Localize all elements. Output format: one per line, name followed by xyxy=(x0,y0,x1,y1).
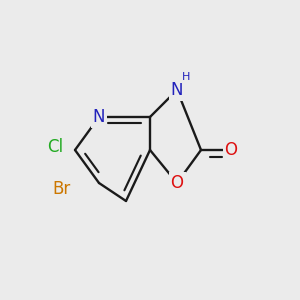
Text: N: N xyxy=(93,108,105,126)
Text: N: N xyxy=(171,81,183,99)
Text: O: O xyxy=(224,141,238,159)
Text: Br: Br xyxy=(52,180,70,198)
Text: Cl: Cl xyxy=(47,138,64,156)
Text: O: O xyxy=(170,174,184,192)
Text: H: H xyxy=(182,72,190,82)
